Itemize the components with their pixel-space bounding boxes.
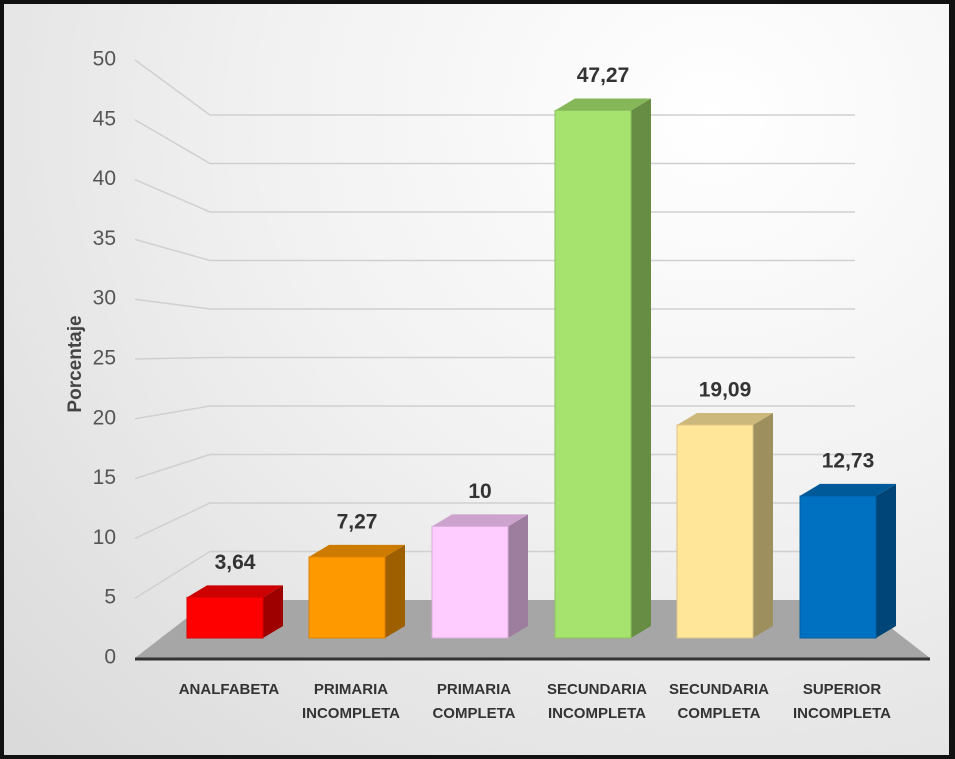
bar-side: [631, 98, 651, 638]
grid-line: [134, 356, 855, 360]
grid-line: [134, 178, 855, 213]
value-label: 10: [468, 480, 491, 503]
y-tick-label: 10: [93, 526, 116, 549]
y-tick-label: 0: [104, 646, 116, 669]
bar-front: [799, 495, 877, 639]
bar-top: [432, 514, 528, 527]
y-tick-label: 50: [93, 48, 116, 71]
value-label: 12,73: [822, 449, 875, 472]
bar: [308, 544, 405, 639]
y-tick-label: 5: [104, 586, 116, 609]
bar-top: [555, 98, 651, 111]
bar-front: [186, 596, 264, 639]
x-tick-label: SUPERIOR INCOMPLETA: [792, 681, 892, 722]
x-tick-label: SECUNDARIA COMPLETA: [668, 681, 769, 722]
y-axis-title: Porcentaje: [65, 315, 86, 412]
bar: [676, 412, 773, 639]
chart: Porcentaje 0 5 10 15 20 25 30 35 40 45 50 3,64 7,27 1…: [65, 48, 930, 669]
y-tick-label: 45: [93, 107, 116, 130]
value-label: 19,09: [699, 379, 752, 402]
grid-line: [134, 119, 855, 165]
bar-front: [676, 424, 754, 639]
y-tick-label: 40: [93, 167, 116, 190]
x-tick-label: PRIMARIA COMPLETA: [432, 681, 516, 722]
y-tick-label: 20: [93, 406, 116, 429]
bar-front: [554, 109, 632, 639]
y-tick-label: 15: [93, 466, 116, 489]
bar-top: [800, 483, 896, 496]
bar-side: [508, 514, 528, 638]
grid-line: [134, 59, 855, 116]
bar: [186, 585, 283, 639]
bar: [799, 483, 896, 639]
bar-front: [431, 525, 509, 639]
value-label: 47,27: [577, 64, 630, 87]
bar: [431, 514, 528, 639]
x-tick-label: ANALFABETA: [178, 681, 280, 698]
bar-side: [876, 483, 896, 638]
value-label: 7,27: [337, 510, 378, 533]
bar-side: [753, 412, 773, 638]
grid-line: [134, 298, 855, 310]
y-tick-label: 25: [93, 347, 116, 370]
x-tick-label: SECUNDARIA INCOMPLETA: [546, 681, 647, 722]
y-tick-label: 35: [93, 227, 116, 250]
bar-top: [677, 412, 773, 425]
y-tick-label: 30: [93, 287, 116, 310]
bar-top: [309, 544, 405, 557]
grid-line: [134, 238, 855, 262]
bar-front: [308, 556, 386, 639]
x-tick-label: PRIMARIA INCOMPLETA: [301, 681, 401, 722]
bar-top: [187, 585, 283, 598]
bar: [554, 98, 651, 639]
bar-side: [263, 585, 283, 638]
value-label: 3,64: [215, 551, 256, 574]
bar-side: [385, 544, 405, 638]
